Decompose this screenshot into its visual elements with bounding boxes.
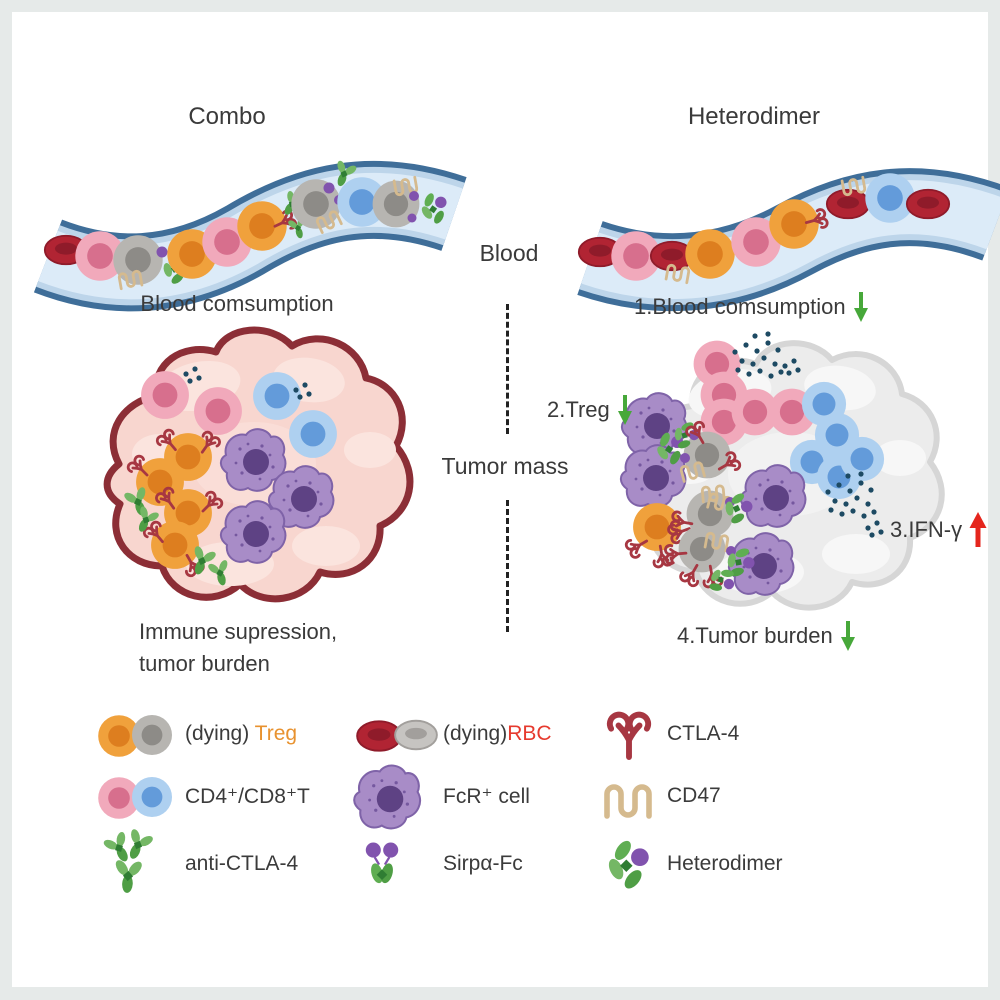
down-arrow-icon [838, 619, 857, 653]
combo-tumor-caption-line2: tumor burden [139, 651, 270, 676]
anti-ctla4-legend-icon [99, 825, 157, 894]
treg-annotation: 2.Treg [547, 390, 634, 430]
sirpa-legend-label: Sirpα-Fc [443, 852, 523, 875]
down-arrow-icon [851, 290, 870, 324]
figure-panel: Combo Heterodimer Blood Tumor mass [12, 12, 1000, 987]
treg-legend-label: (dying) Treg [185, 722, 297, 746]
treg-icon [769, 199, 819, 249]
heterodimer-title: Heterodimer [687, 103, 821, 130]
treg-annotation-text: 2.Treg [547, 397, 610, 422]
dashed-divider-bottom [506, 500, 509, 632]
combo-title: Combo [188, 103, 266, 130]
heterodimer-legend-label: Heterodimer [667, 852, 783, 875]
cd47-legend-icon [600, 772, 656, 824]
heterodimer-legend-icon [605, 837, 649, 892]
anti-ctla4-legend-label: anti-CTLA-4 [185, 852, 299, 875]
blood-section-label: Blood [479, 240, 539, 266]
ctla4-legend-icon [606, 710, 652, 764]
heterodimer-tumor-illustration [619, 331, 945, 611]
ifn-annotation-text: 3.IFN-γ [890, 517, 963, 542]
treg-legend-icon [98, 714, 173, 757]
cd4-cd8-legend-icon [98, 776, 173, 819]
dashed-divider-top [506, 304, 509, 434]
tumor-burden-annotation: 4.Tumor burden [677, 617, 857, 655]
sirpa-legend-icon [364, 841, 400, 886]
combo-tumor-illustration [103, 326, 414, 603]
cd8-cell-icon [253, 372, 301, 420]
treg-icon [237, 201, 287, 251]
ctla4-legend-label: CTLA-4 [667, 722, 740, 745]
tumor-burden-annotation-text: 4.Tumor burden [677, 623, 833, 648]
combo-tumor-caption-line1: Immune supression, [139, 619, 338, 644]
ifn-annotation: 3.IFN-γ [890, 510, 988, 550]
rbc-legend-prefix: (dying) [443, 722, 508, 745]
combo-blood-vessel-illustration [33, 157, 467, 312]
treg-legend-prefix: (dying) [185, 722, 255, 745]
rbc-legend-label: (dying)RBC [443, 722, 552, 746]
dying-treg-icon [113, 235, 163, 285]
heterodimer-blood-caption: 1.Blood comsumption [634, 289, 870, 325]
cd4-cd8-legend-label: CD4⁺/CD8⁺T [185, 785, 310, 808]
treg-legend-word: Treg [254, 722, 298, 745]
rbc-legend-icon [356, 719, 438, 752]
cd8-cell-icon [865, 173, 915, 223]
fcr-legend-icon [353, 764, 422, 830]
tumor-mass-section-label: Tumor mass [441, 453, 569, 479]
heterodimer-blood-caption-text: 1.Blood comsumption [634, 294, 846, 319]
cd4-cell-icon [194, 387, 242, 435]
fcr-legend-label: FcR⁺ cell [443, 785, 530, 808]
combo-tumor-caption: Immune supression, tumor burden [139, 616, 399, 680]
rbc-icon [905, 188, 951, 220]
cd8-cell-icon [289, 410, 337, 458]
heterodimer-blood-vessel-illustration [577, 168, 1000, 312]
up-arrow-icon [968, 510, 988, 550]
cd4-cell-icon [141, 371, 189, 419]
combo-blood-caption: Blood comsumption [140, 291, 334, 316]
down-arrow-icon [615, 393, 634, 427]
cd47-legend-label: CD47 [667, 784, 721, 807]
treg-icon [685, 229, 735, 279]
rbc-legend-word: RBC [507, 722, 552, 745]
